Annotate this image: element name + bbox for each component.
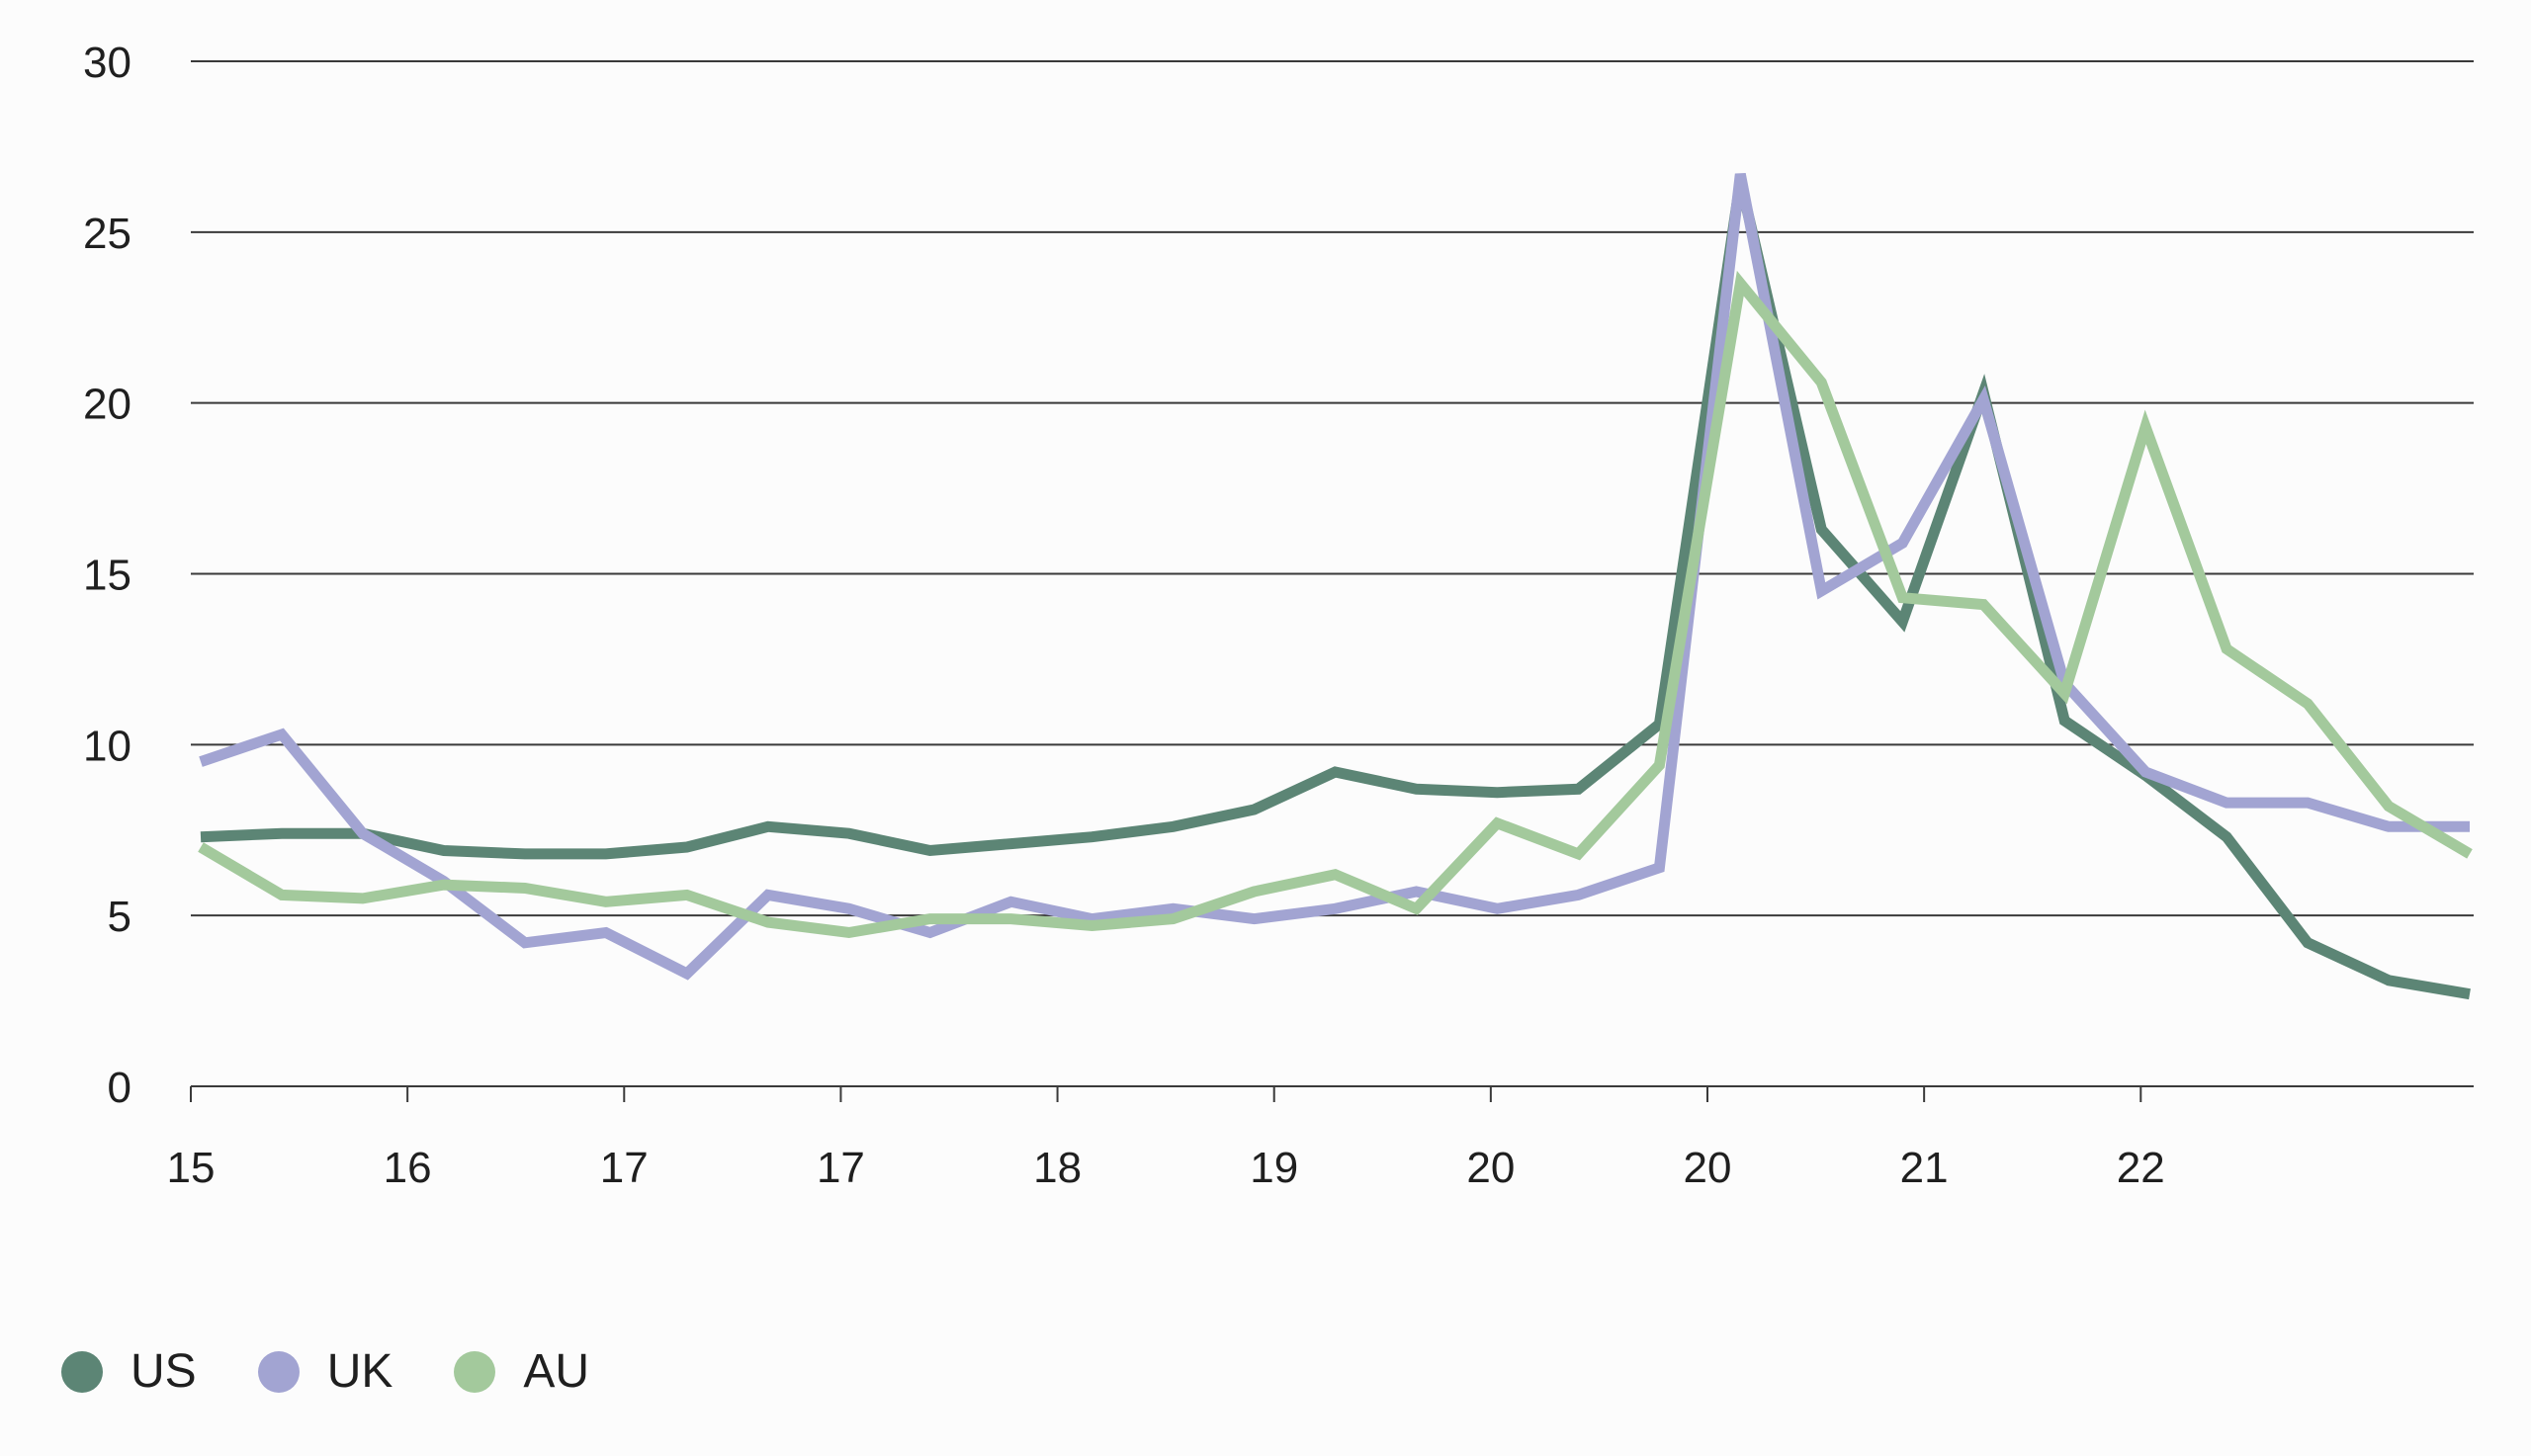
x-tick-label: 17 [600, 1144, 649, 1192]
y-tick-label: 0 [108, 1064, 131, 1112]
y-tick-label: 20 [83, 381, 131, 429]
legend-label-us: US [131, 1345, 197, 1398]
series-line-au [198, 270, 2473, 939]
x-tick-label: 17 [817, 1144, 865, 1192]
x-tick-label: 15 [167, 1144, 216, 1192]
x-tick-label: 16 [384, 1144, 432, 1192]
x-tick-label: 20 [1466, 1144, 1515, 1192]
legend: US UK AU [61, 1344, 651, 1399]
legend-label-au: AU [523, 1345, 590, 1398]
legend-swatch-uk [257, 1350, 300, 1393]
x-tick-label: 21 [1900, 1144, 1949, 1192]
legend-label-uk: UK [326, 1345, 393, 1398]
y-axis-labels: 0 5 10 15 20 25 30 [83, 39, 131, 1112]
x-axis: 15 16 17 17 18 19 20 20 21 22 [167, 1085, 2474, 1192]
series-line-uk [199, 173, 2470, 981]
y-tick-label: 30 [83, 39, 131, 87]
y-tick-label: 5 [108, 893, 131, 941]
gridlines [191, 60, 2474, 917]
series-lines [198, 173, 2473, 1000]
series-line-us [200, 179, 2471, 1000]
x-tick-label: 22 [2117, 1144, 2165, 1192]
x-tick-label: 19 [1250, 1144, 1298, 1192]
y-tick-label: 25 [83, 210, 131, 258]
y-tick-label: 15 [83, 552, 131, 600]
legend-swatch-us [61, 1350, 103, 1393]
legend-item-uk: UK [257, 1344, 393, 1399]
y-tick-label: 10 [83, 722, 131, 770]
legend-item-us: US [61, 1344, 197, 1399]
legend-item-au: AU [454, 1344, 589, 1399]
legend-swatch-au [454, 1350, 496, 1393]
x-tick-label: 18 [1033, 1144, 1082, 1192]
x-tick-label: 20 [1684, 1144, 1732, 1192]
